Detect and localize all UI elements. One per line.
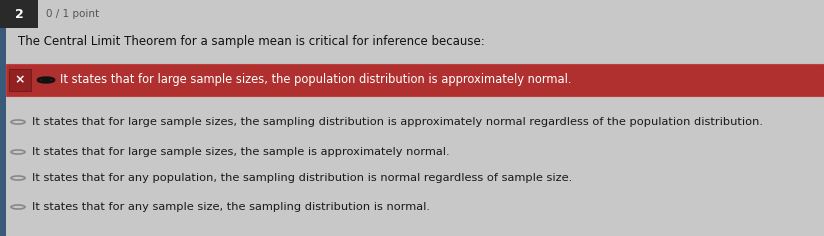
Text: It states that for large sample sizes, the sampling distribution is approximatel: It states that for large sample sizes, t… [32,117,763,127]
Text: It states that for any sample size, the sampling distribution is normal.: It states that for any sample size, the … [32,202,430,212]
Text: It states that for large sample sizes, the sample is approximately normal.: It states that for large sample sizes, t… [32,147,450,157]
Text: 0 / 1 point: 0 / 1 point [46,9,99,19]
FancyBboxPatch shape [0,0,38,28]
Text: ×: × [15,73,26,87]
FancyBboxPatch shape [9,69,31,91]
Circle shape [41,79,51,81]
Text: It states that for any population, the sampling distribution is normal regardles: It states that for any population, the s… [32,173,572,183]
Text: The Central Limit Theorem for a sample mean is critical for inference because:: The Central Limit Theorem for a sample m… [18,35,485,49]
FancyBboxPatch shape [0,0,6,236]
Text: 2: 2 [15,8,23,21]
Text: It states that for large sample sizes, the population distribution is approximat: It states that for large sample sizes, t… [60,73,572,87]
FancyBboxPatch shape [6,64,824,96]
